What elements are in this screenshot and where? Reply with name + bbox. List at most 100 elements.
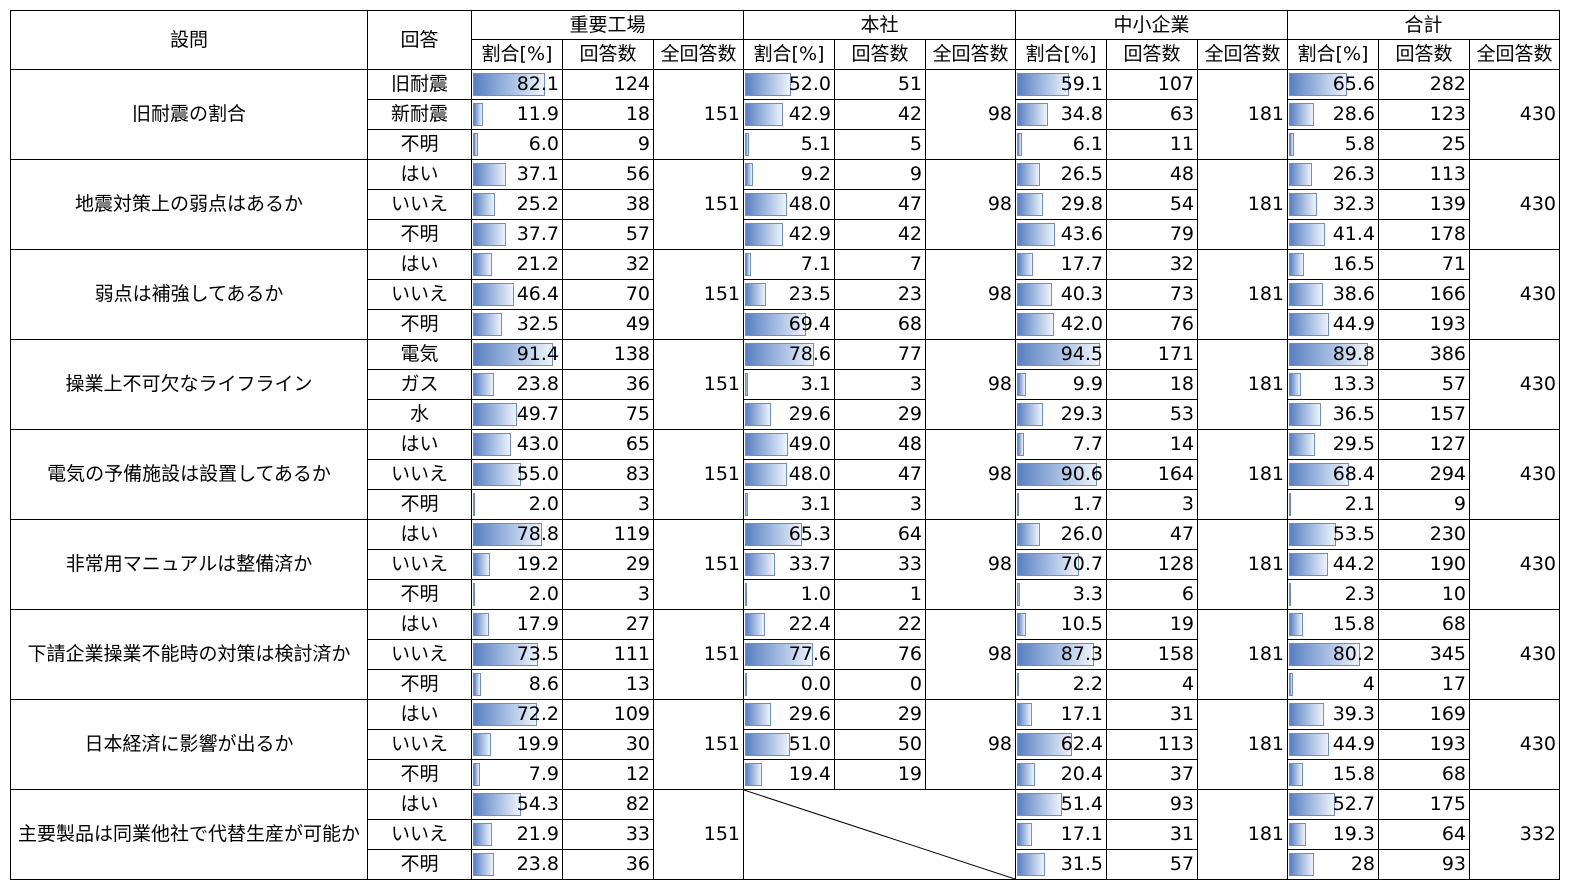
- answer-cell: 水: [367, 399, 472, 430]
- count-cell: 50: [834, 729, 926, 760]
- count-cell: 53: [1106, 399, 1198, 430]
- data-bar: [745, 733, 790, 756]
- count-cell: 93: [1106, 789, 1198, 820]
- data-bar: [1289, 733, 1329, 756]
- count-cell: 6: [1106, 579, 1198, 610]
- count-cell: 25: [1378, 129, 1470, 160]
- count-cell: 9: [1378, 489, 1470, 520]
- total-cell: 98: [925, 609, 1016, 700]
- data-bar: [1289, 343, 1369, 366]
- data-bar: [1017, 703, 1033, 726]
- ratio-value: 23.8: [516, 853, 559, 875]
- table-row: 下請企業操業不能時の対策は検討済か はい 17.9 27 151 22.4 22 98 10.5…: [10, 609, 1560, 700]
- count-cell: 12: [562, 759, 654, 790]
- header-group-head-office: 本社: [743, 10, 1016, 40]
- count-cell: 42: [834, 219, 926, 250]
- total-cell: 151: [653, 249, 744, 340]
- ratio-cell: 2.1: [1287, 489, 1379, 520]
- ratio-value: 26.3: [1332, 163, 1375, 185]
- count-cell: 27: [562, 609, 654, 640]
- ratio-value: 48.0: [788, 193, 831, 215]
- data-bar: [1017, 553, 1080, 576]
- count-cell: 29: [562, 549, 654, 580]
- ratio-cell: 41.4: [1287, 219, 1379, 250]
- ratio-cell: 17.9: [471, 609, 563, 640]
- total-cell: 430: [1469, 699, 1560, 790]
- data-bar: [1289, 823, 1306, 846]
- table-row: 主要製品は同業他社で代替生産が可能か はい 54.3 82 151 51.4 93 181 52…: [10, 789, 1560, 880]
- ratio-value: 19.3: [1332, 823, 1375, 845]
- total-cell: 98: [925, 339, 1016, 430]
- ratio-value: 25.2: [516, 193, 559, 215]
- data-bar: [1017, 403, 1043, 426]
- count-cell: 47: [1106, 519, 1198, 550]
- ratio-value: 87.3: [1060, 643, 1103, 665]
- ratio-cell: 37.1: [471, 159, 563, 190]
- ratio-cell: 52.0: [743, 69, 835, 100]
- ratio-cell: 43.0: [471, 429, 563, 460]
- ratio-value: 52.0: [788, 73, 831, 95]
- ratio-cell: 39.3: [1287, 699, 1379, 730]
- ratio-value: 94.5: [1060, 343, 1103, 365]
- data-bar: [1017, 583, 1020, 606]
- not-applicable-cell: [743, 789, 1016, 880]
- ratio-value: 91.4: [516, 343, 559, 365]
- ratio-cell: 69.4: [743, 309, 835, 340]
- ratio-value: 43.6: [1060, 223, 1103, 245]
- count-cell: 76: [834, 639, 926, 670]
- count-cell: 164: [1106, 459, 1198, 490]
- ratio-value: 72.2: [516, 703, 559, 725]
- ratio-value: 3.1: [800, 373, 831, 395]
- ratio-value: 32.3: [1332, 193, 1375, 215]
- table-row: 旧耐震の割合 旧耐震 82.1 124 151 52.0 51 98 59.1 107 181 65.…: [10, 69, 1560, 160]
- header-question: 設問: [10, 10, 368, 70]
- data-bar: [473, 73, 546, 96]
- ratio-cell: 42.0: [1015, 309, 1107, 340]
- ratio-value: 2.0: [528, 583, 559, 605]
- ratio-value: 16.5: [1332, 253, 1375, 275]
- table-row: 操業上不可欠なライフライン 電気 91.4 138 151 78.6 77 98 94.5 171…: [10, 339, 1560, 430]
- data-bar: [1289, 283, 1323, 306]
- data-bar: [1289, 613, 1303, 636]
- table-row: 不明 8.6 13 0.0 0 2.2 4 4 17: [11, 669, 1560, 700]
- ratio-cell: 19.4: [743, 759, 835, 790]
- ratio-cell: 49.0: [743, 429, 835, 460]
- ratio-cell: 19.9: [471, 729, 563, 760]
- sub-header-count: 回答数: [562, 39, 654, 70]
- data-bar: [1017, 223, 1056, 246]
- ratio-value: 23.5: [788, 283, 831, 305]
- total-cell: 430: [1469, 429, 1560, 520]
- count-cell: 68: [834, 309, 926, 340]
- answer-cell: はい: [367, 429, 472, 460]
- ratio-cell: 29.6: [743, 399, 835, 430]
- count-cell: 83: [562, 459, 654, 490]
- data-bar: [745, 673, 747, 696]
- count-cell: 3: [1106, 489, 1198, 520]
- question-cell: 非常用マニュアルは整備済か: [10, 519, 368, 610]
- count-cell: 13: [562, 669, 654, 700]
- data-bar: [1289, 433, 1315, 456]
- ratio-value: 5.1: [800, 133, 831, 155]
- data-bar: [473, 253, 492, 276]
- answer-cell: 不明: [367, 759, 472, 790]
- ratio-cell: 8.6: [471, 669, 563, 700]
- data-bar: [1289, 103, 1315, 126]
- ratio-cell: 54.3: [471, 789, 563, 820]
- ratio-value: 29.3: [1060, 403, 1103, 425]
- ratio-cell: 26.0: [1015, 519, 1107, 550]
- total-cell: 181: [1197, 159, 1288, 250]
- ratio-cell: 28.6: [1287, 99, 1379, 130]
- count-cell: 82: [562, 789, 654, 820]
- ratio-value: 65.3: [788, 523, 831, 545]
- table-row: いいえ 73.5 111 77.6 76 87.3 158 80.2 345: [11, 639, 1560, 670]
- ratio-cell: 34.8: [1015, 99, 1107, 130]
- ratio-value: 78.8: [516, 523, 559, 545]
- sub-header-ratio: 割合[%]: [1287, 39, 1379, 70]
- ratio-cell: 51.4: [1015, 789, 1107, 820]
- data-bar: [473, 463, 522, 486]
- count-cell: 190: [1378, 549, 1470, 580]
- count-cell: 5: [834, 129, 926, 160]
- count-cell: 79: [1106, 219, 1198, 250]
- ratio-value: 17.1: [1060, 823, 1103, 845]
- ratio-value: 42.9: [788, 223, 831, 245]
